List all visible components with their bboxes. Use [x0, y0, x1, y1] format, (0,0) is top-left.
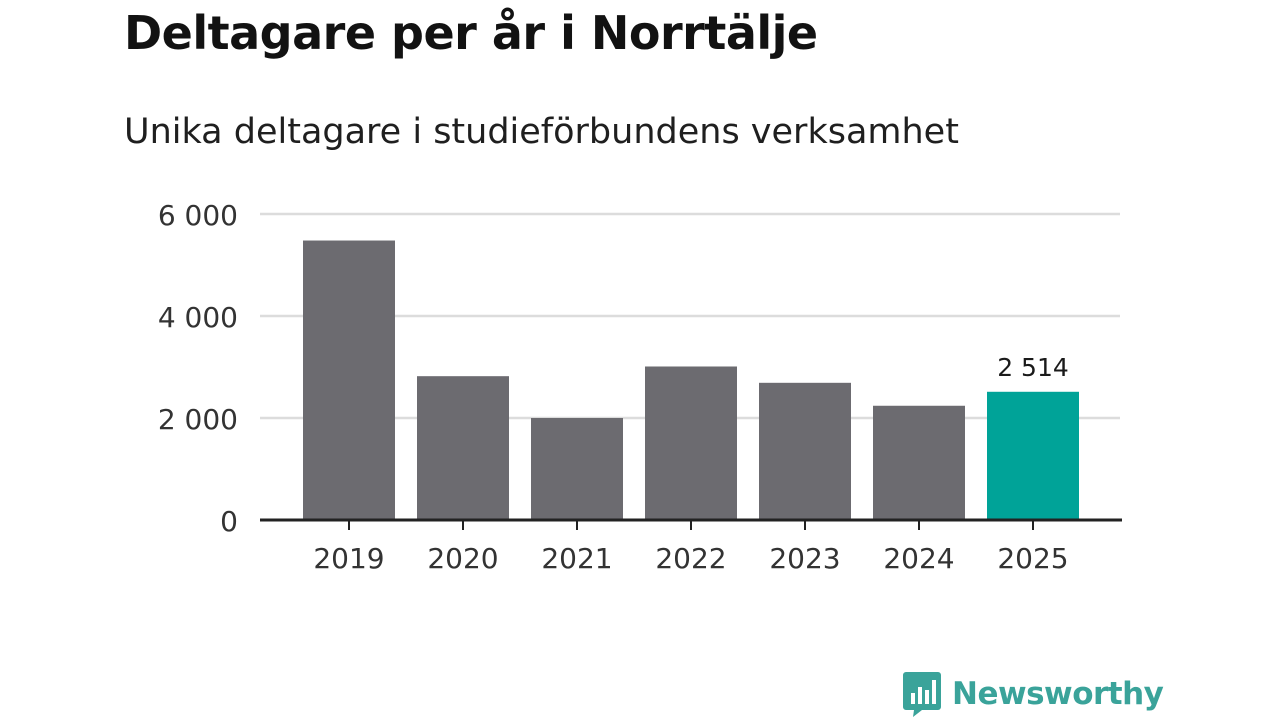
y-tick-label: 0	[220, 505, 238, 538]
bar-2021	[531, 418, 623, 520]
bar-2022	[645, 366, 737, 520]
x-tick-label: 2025	[997, 542, 1068, 575]
brand-name: Newsworthy	[952, 676, 1164, 712]
x-tick-label: 2021	[541, 542, 612, 575]
chart-subtitle: Unika deltagare i studieförbundens verks…	[124, 112, 959, 152]
bar-2023	[759, 382, 851, 520]
y-tick-label: 6 000	[158, 199, 238, 232]
labels: 0 2 000 4 000 6 000 2019 2020 2021 2022 2023 2024…	[158, 199, 1069, 575]
data-label: 2 514	[997, 353, 1069, 382]
chart-title: Deltagare per år i Norrtälje	[124, 6, 818, 60]
bar-2024	[873, 405, 965, 520]
bar-chart-speech-bubble-icon	[903, 672, 941, 717]
x-axis	[260, 518, 1122, 530]
x-tick-label: 2019	[313, 542, 384, 575]
x-tick-label: 2023	[769, 542, 840, 575]
bar-2025	[987, 391, 1079, 520]
x-tick-label: 2022	[655, 542, 726, 575]
bar-2020	[417, 376, 509, 520]
bars	[303, 240, 1079, 520]
newsworthy-logo: Newsworthy	[902, 670, 1164, 718]
x-tick-label: 2024	[883, 542, 954, 575]
bar-2019	[303, 240, 395, 520]
y-tick-label: 4 000	[158, 301, 238, 334]
y-tick-label: 2 000	[158, 403, 238, 436]
x-tick-label: 2020	[427, 542, 498, 575]
